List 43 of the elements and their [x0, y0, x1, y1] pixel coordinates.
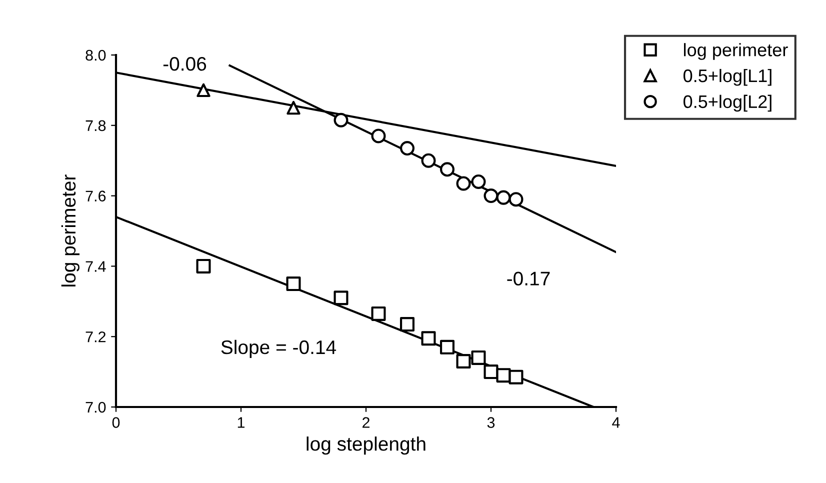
point — [496, 190, 511, 205]
y-tick-label: 7.2 — [86, 331, 106, 342]
point — [334, 112, 348, 128]
point — [421, 331, 436, 346]
legend-label: log perimeter — [684, 43, 788, 60]
y-axis-title: log perimeter — [61, 174, 80, 286]
x-tick-label: 0 — [112, 417, 120, 428]
y-tick-label: 7.6 — [86, 190, 106, 202]
annotation: -0.17 — [507, 272, 550, 286]
point — [286, 100, 300, 115]
point — [471, 174, 486, 189]
point — [484, 364, 498, 380]
x-tick-label: 1 — [238, 417, 245, 428]
point — [456, 354, 471, 368]
annotation: -0.06 — [163, 57, 206, 71]
point — [371, 128, 386, 144]
point — [421, 153, 436, 168]
point — [334, 290, 348, 306]
y-tick-label: 7.8 — [86, 120, 106, 132]
y-tick-label: 7.0 — [86, 402, 106, 413]
point — [371, 306, 386, 321]
y-tick-label: 7.4 — [86, 261, 106, 272]
x-tick-label: 4 — [612, 417, 620, 428]
x-tick-label: 2 — [362, 417, 370, 428]
point — [400, 141, 415, 156]
point — [484, 188, 498, 204]
legend-label: 0.5+log[L2] — [684, 94, 772, 112]
x-tick-label: 3 — [487, 417, 495, 428]
point — [440, 340, 455, 354]
point — [471, 350, 486, 365]
point — [440, 162, 455, 177]
point — [400, 317, 415, 332]
point — [196, 258, 211, 274]
x-axis-title: log steplength — [306, 436, 426, 455]
point — [196, 83, 210, 98]
y-tick-label: 8.0 — [86, 50, 106, 61]
point — [496, 368, 511, 383]
legend-label: 0.5+log[L1] — [684, 68, 772, 86]
annotation: Slope = -0.14 — [221, 340, 336, 358]
point — [286, 276, 301, 292]
point — [508, 370, 524, 384]
point — [508, 192, 524, 207]
point — [456, 176, 471, 191]
